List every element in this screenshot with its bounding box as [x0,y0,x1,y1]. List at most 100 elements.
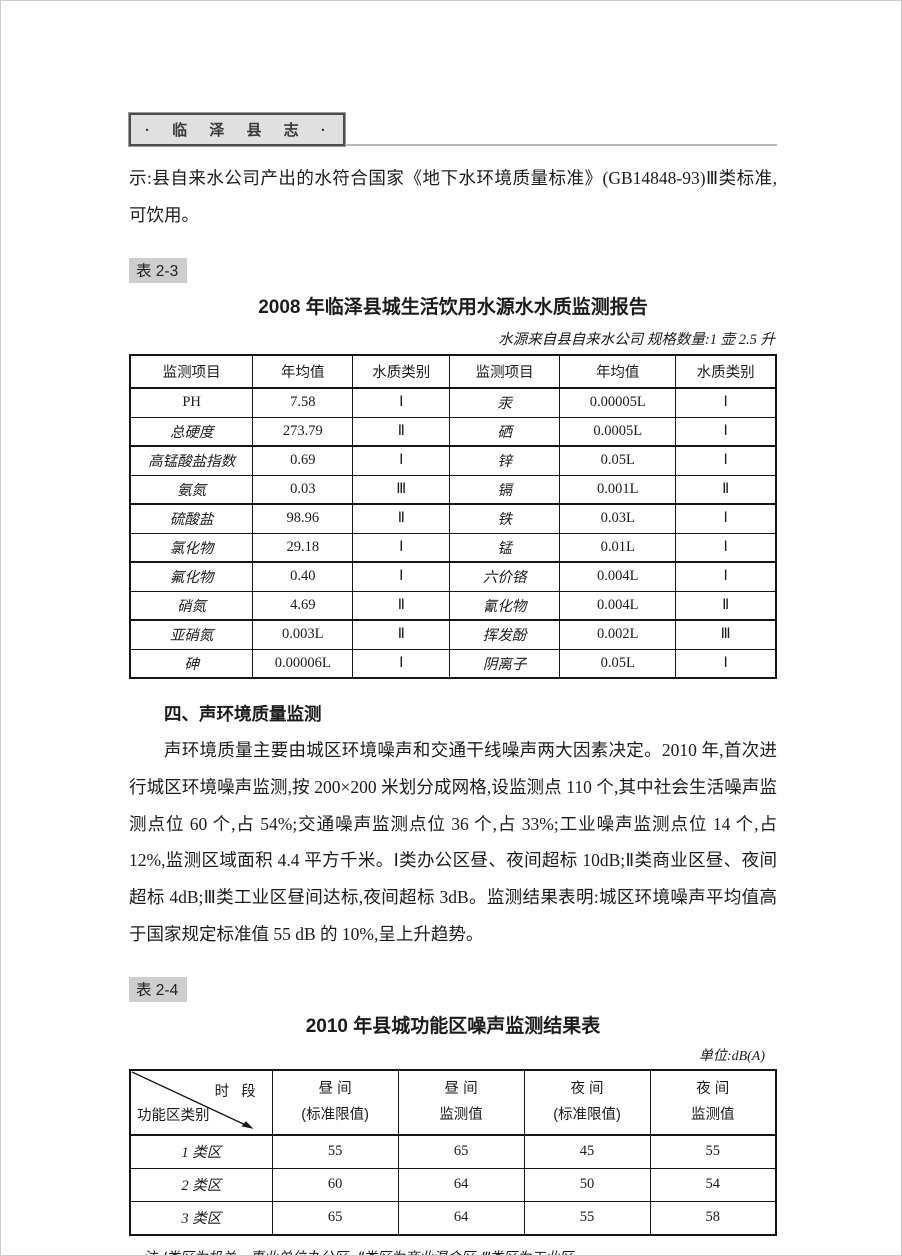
diag-header-period: 时 段 [214,1083,260,1100]
cell-value: 0.004L [559,561,677,592]
col-header: 水质类别 [675,354,777,389]
cell-value: 98.96 [252,503,354,534]
cell-value: 0.0005L [559,416,677,447]
cell-item: 总硬度 [129,416,254,447]
water-quality-table: 监测项目 年均值 水质类别 监测项目 年均值 水质类别 PH 7.58 Ⅰ 汞 … [129,354,777,679]
cell-zone: 3 类区 [129,1200,273,1236]
table23-title: 2008 年临泽县城生活饮用水源水水质监测报告 [258,297,648,318]
cell-class: Ⅲ [352,474,451,505]
cell-item: 氯化物 [129,532,254,563]
diagonal-line [131,1071,254,1129]
table-row: 氟化物 0.40 Ⅰ 六价铬 0.004L Ⅰ [129,561,777,592]
table24-label-row: 表 2-4 [129,953,777,1002]
diagonal-header-cell: 时 段 功能区类别 [129,1069,273,1136]
cell-item: 氨氮 [129,474,254,505]
col-header-line2: (标准限值) [301,1107,369,1124]
cell-item: 挥发酚 [449,619,561,650]
table-row: 1 类区 55 65 45 55 [129,1134,777,1169]
cell-value: 54 [649,1167,777,1202]
cell-value: 58 [649,1200,777,1236]
col-header-line1: 夜 间 [570,1081,604,1098]
cell-class: Ⅰ [352,532,451,563]
cell-item: 硝氮 [129,590,254,621]
table-row: 3 类区 65 64 55 58 [129,1200,777,1236]
cell-value: 7.58 [252,387,354,418]
cell-value: 0.004L [559,590,677,621]
cell-class: Ⅰ [675,532,777,563]
cell-value: 64 [397,1167,525,1202]
cell-class: Ⅰ [675,387,777,418]
table24-title: 2010 年县城功能区噪声监测结果表 [305,1015,601,1037]
table-row: PH 7.58 Ⅰ 汞 0.00005L Ⅰ [129,387,777,418]
cell-item: 锌 [449,445,561,476]
table-row: 高锰酸盐指数 0.69 Ⅰ 锌 0.05L Ⅰ [129,445,777,476]
col-header: 年均值 [559,354,677,389]
cell-class: Ⅰ [352,387,451,418]
cell-value: 0.00005L [559,387,677,418]
section-heading: 四、声环境质量监测 [164,704,322,724]
cell-class: Ⅰ [675,445,777,476]
cell-class: Ⅱ [352,619,451,650]
col-header: 水质类别 [352,354,451,389]
cell-value: 45 [523,1134,651,1169]
cell-class: Ⅱ [352,590,451,621]
col-header-line2: 监测值 [691,1107,735,1124]
table23-label: 表 2-3 [129,258,188,283]
cell-value: 4.69 [252,590,354,621]
cell-value: 0.002L [559,619,677,650]
cell-class: Ⅰ [352,648,451,679]
cell-value: 55 [271,1134,399,1169]
cell-class: Ⅰ [675,503,777,534]
col-header-line1: 昼 间 [318,1081,352,1098]
diag-header-zone: 功能区类别 [137,1107,210,1124]
table24-note: 注:Ⅰ类区为机关、事业单位办公区; Ⅱ类区为商业混合区;Ⅲ类区为工业区。 [129,1247,777,1255]
cell-value: 0.003L [252,619,354,650]
cell-value: 0.001L [559,474,677,505]
cell-value: 0.05L [559,648,677,679]
cell-class: Ⅰ [675,561,777,592]
noise-table: 时 段 功能区类别 昼 间 (标准限值) 昼 间 监测值 夜 间 (标准限值) [129,1068,777,1236]
cell-value: 64 [397,1200,525,1236]
col-header-line2: 监测值 [439,1107,483,1124]
cell-value: 65 [271,1200,399,1236]
col-header-line1: 夜 间 [696,1081,730,1098]
cell-value: 29.18 [252,532,354,563]
noise-table-body: 1 类区 55 65 45 55 2 类区 60 64 50 54 3 类区 6… [129,1134,777,1236]
cell-value: 0.00006L [252,648,354,679]
table24-label: 表 2-4 [129,976,188,1002]
cell-value: 273.79 [252,416,354,447]
col-header-line2: (标准限值) [553,1107,621,1124]
cell-item: 汞 [449,387,561,418]
cell-item: 硒 [449,416,561,447]
table-header-row: 监测项目 年均值 水质类别 监测项目 年均值 水质类别 [129,354,777,389]
cell-item: 六价铬 [449,561,561,592]
cell-value: 50 [523,1167,651,1202]
cell-zone: 2 类区 [129,1167,273,1202]
page-content: · 临 泽 县 志 · 示:县自来水公司产出的水符合国家《地下水环境质量标准》(… [128,112,777,1255]
cell-class: Ⅱ [352,416,451,447]
cell-value: 55 [523,1200,651,1236]
water-quality-table-body: PH 7.58 Ⅰ 汞 0.00005L Ⅰ 总硬度 273.79 Ⅱ 硒 0.… [129,387,777,679]
col-header-line1: 昼 间 [444,1081,478,1098]
cell-item: 阴离子 [449,648,561,679]
cell-class: Ⅰ [675,648,777,679]
cell-item: 氰化物 [449,590,561,621]
cell-class: Ⅰ [675,416,777,447]
col-header: 夜 间 (标准限值) [523,1069,651,1136]
section-paragraph: 声环境质量主要由城区环境噪声和交通干线噪声两大因素决定。2010 年,首次进行城… [129,740,777,944]
table-row: 总硬度 273.79 Ⅱ 硒 0.0005L Ⅰ [129,416,777,447]
cell-item: 镉 [449,474,561,505]
cell-item: 锰 [449,532,561,563]
table-row: 硫酸盐 98.96 Ⅱ 铁 0.03L Ⅰ [129,503,777,534]
cell-value: 0.69 [252,445,354,476]
cell-item: 亚硝氮 [129,619,254,650]
cell-value: 0.40 [252,561,354,592]
cell-value: 65 [397,1134,525,1169]
col-header: 昼 间 (标准限值) [271,1069,399,1136]
cell-class: Ⅱ [675,474,777,505]
book-title-badge: · 临 泽 县 志 · [128,112,346,147]
cell-item: 氟化物 [129,561,254,592]
masthead-rule [344,144,777,146]
table-row: 氯化物 29.18 Ⅰ 锰 0.01L Ⅰ [129,532,777,563]
